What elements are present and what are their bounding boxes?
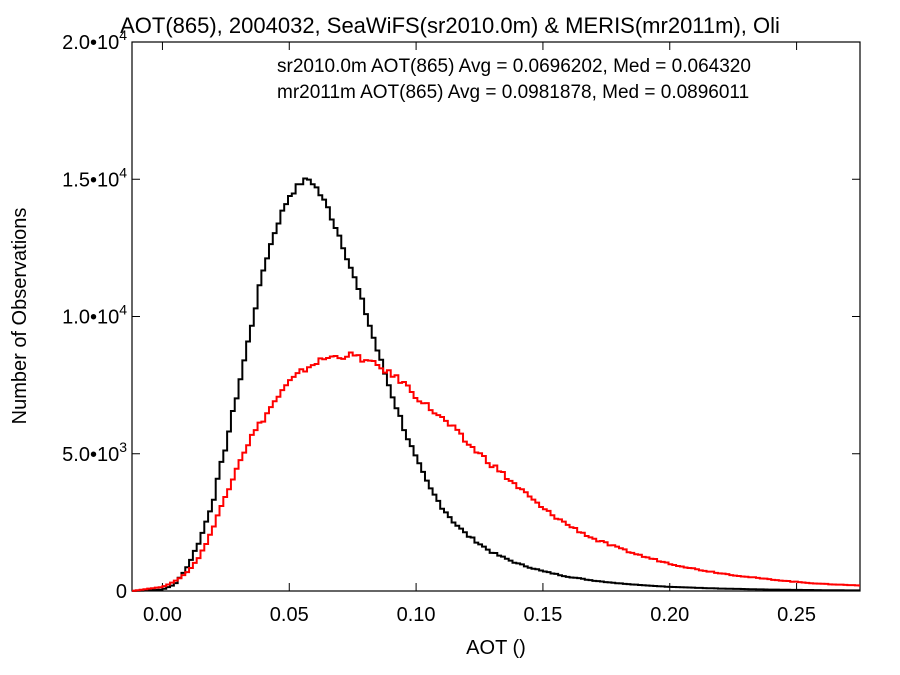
y-tick-label: 1.5•104	[62, 164, 127, 191]
x-axis-title: AOT ()	[466, 637, 526, 659]
chart-title: AOT(865), 2004032, SeaWiFS(sr2010.0m) & …	[120, 13, 780, 38]
legend-entry-sr2010: sr2010.0m AOT(865) Avg = 0.0696202, Med …	[277, 56, 751, 77]
y-axis: 0 5.0•103 1.0•104 1.5•104 2.0•104	[62, 27, 860, 603]
x-axis: 0.00 0.05 0.10 0.15 0.20 0.25	[143, 42, 816, 626]
x-tick-label: 0.15	[523, 604, 562, 626]
series-line-mr2011m	[132, 351, 860, 592]
x-tick-label: 0.20	[650, 604, 689, 626]
legend-entry-mr2011m: mr2011m AOT(865) Avg = 0.0981878, Med = …	[277, 82, 749, 103]
x-tick-label: 0.05	[270, 604, 309, 626]
series-layer	[132, 177, 860, 592]
x-tick-label: 0.10	[397, 604, 436, 626]
y-tick-label: 1.0•104	[62, 302, 127, 329]
y-axis-title: Number of Observations	[9, 208, 31, 425]
x-tick-label: 0.00	[143, 604, 182, 626]
y-tick-label: 2.0•104	[62, 27, 127, 54]
legend: sr2010.0m AOT(865) Avg = 0.0696202, Med …	[277, 56, 751, 103]
x-tick-label: 0.25	[777, 604, 816, 626]
series-line-sr2010.0m	[132, 177, 860, 592]
y-tick-label: 5.0•103	[62, 439, 127, 466]
plot-frame	[131, 41, 861, 592]
y-tick-label: 0	[116, 581, 127, 603]
